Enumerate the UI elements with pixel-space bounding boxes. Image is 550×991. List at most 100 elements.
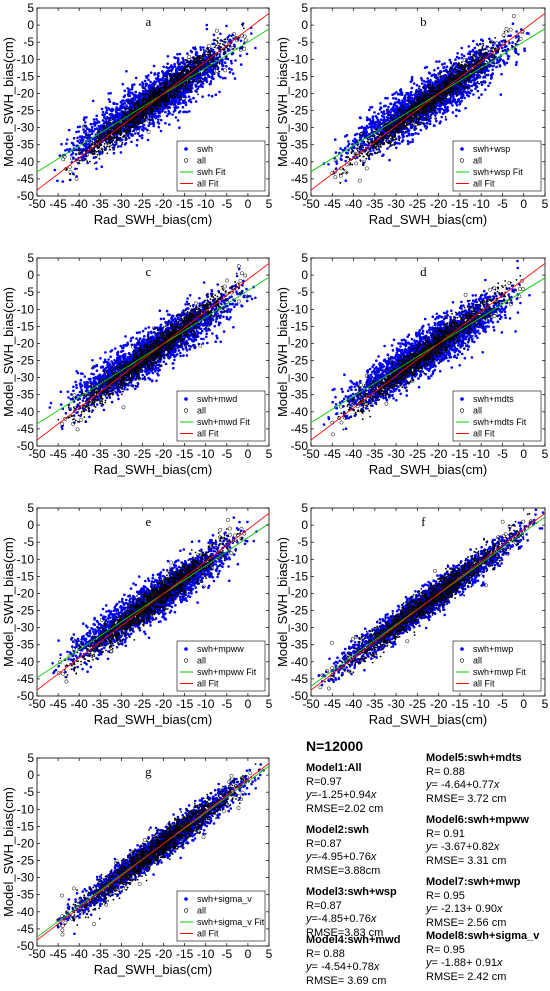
- model-point: [150, 122, 154, 125]
- model-point: [164, 110, 167, 114]
- model-point: [214, 93, 218, 96]
- all-point: [173, 89, 176, 92]
- model-point: [182, 60, 185, 64]
- model-point: [64, 149, 67, 152]
- model-point: [382, 112, 385, 115]
- all-point: [132, 126, 135, 128]
- model-point: [190, 50, 194, 54]
- all-point-hollow: [187, 86, 192, 91]
- legend-marker-model: [184, 147, 188, 151]
- all-point: [80, 159, 83, 161]
- model-point: [123, 94, 127, 97]
- model-point: [209, 82, 212, 85]
- all-point: [102, 127, 105, 130]
- model-point: [192, 96, 195, 100]
- model-point: [357, 126, 361, 130]
- model-point: [123, 89, 126, 93]
- all-point: [152, 102, 155, 105]
- model-point: [435, 60, 438, 63]
- model-point: [58, 154, 62, 157]
- model-point: [177, 58, 180, 61]
- model-point: [245, 52, 249, 56]
- all-point-hollow: [82, 124, 86, 129]
- all-point: [195, 74, 197, 77]
- model-point: [377, 112, 380, 116]
- y-tick-label: 0: [27, 18, 34, 32]
- all-point: [96, 135, 99, 138]
- model-point: [83, 130, 86, 134]
- model-point: [212, 42, 216, 45]
- x-tick-label: -15: [176, 197, 194, 211]
- all-point: [88, 145, 90, 148]
- all-point-hollow: [230, 46, 235, 51]
- all-point-hollow: [206, 43, 211, 48]
- all-point-hollow: [102, 122, 107, 127]
- y-tick-label: -35: [17, 138, 35, 152]
- all-point-hollow: [166, 99, 171, 104]
- model-point: [476, 89, 480, 93]
- model-point: [517, 39, 520, 42]
- model-point: [176, 106, 180, 109]
- model-point: [212, 38, 216, 42]
- all-point: [110, 128, 112, 131]
- all-point: [196, 63, 199, 66]
- all-point: [151, 93, 154, 96]
- model-point: [499, 93, 503, 96]
- model-point: [438, 60, 441, 63]
- all-point: [206, 68, 209, 71]
- all-point: [107, 121, 110, 123]
- model-point: [101, 113, 104, 117]
- model-point: [147, 92, 150, 95]
- model-point: [107, 98, 111, 101]
- all-point: [151, 98, 154, 101]
- model-point: [66, 138, 69, 141]
- all-point: [215, 64, 218, 66]
- all-point: [183, 87, 185, 89]
- model-point: [210, 94, 214, 98]
- all-point: [134, 125, 137, 128]
- model-point: [226, 57, 230, 61]
- model-point: [93, 124, 97, 127]
- model-point: [378, 150, 382, 153]
- model-point: [146, 128, 149, 132]
- model-point: [347, 142, 351, 146]
- model-point: [172, 65, 175, 69]
- model-point: [130, 140, 133, 144]
- all-point: [128, 110, 131, 113]
- all-point: [164, 105, 167, 108]
- all-point: [223, 44, 226, 46]
- all-point: [91, 141, 94, 144]
- model-point: [419, 128, 423, 132]
- model-point: [173, 62, 176, 66]
- model-point: [410, 75, 414, 79]
- model-point: [519, 28, 523, 31]
- all-point: [209, 54, 212, 57]
- model-point: [514, 43, 517, 46]
- model-point: [154, 116, 157, 120]
- all-point: [114, 121, 117, 124]
- all-point: [241, 23, 243, 26]
- all-point: [118, 127, 121, 130]
- all-point-hollow: [206, 49, 210, 54]
- all-point: [135, 122, 138, 125]
- all-point: [159, 97, 161, 100]
- all-point: [202, 49, 205, 51]
- all-point: [180, 61, 183, 64]
- model-point: [182, 99, 185, 103]
- all-point: [176, 87, 179, 89]
- model-point: [130, 91, 134, 95]
- model-point: [480, 83, 484, 86]
- model-point: [407, 132, 411, 135]
- model-point: [136, 138, 139, 142]
- all-point: [109, 119, 112, 121]
- all-point: [164, 81, 167, 84]
- all-point-hollow: [233, 35, 238, 40]
- all-point: [154, 88, 156, 91]
- all-point: [110, 131, 112, 134]
- model-point: [178, 110, 182, 113]
- model-point: [71, 152, 75, 155]
- model-point: [92, 118, 96, 121]
- all-point: [103, 145, 105, 148]
- all-point-hollow: [135, 101, 140, 105]
- model-point: [141, 129, 145, 132]
